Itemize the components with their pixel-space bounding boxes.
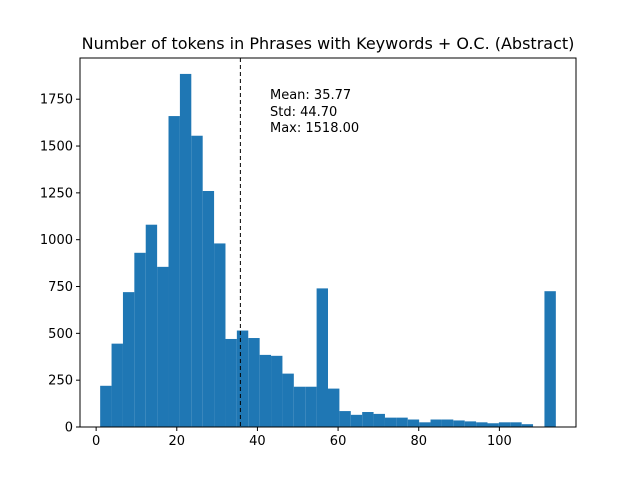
histogram-bar: [236, 330, 249, 427]
histogram-bar: [214, 243, 226, 427]
x-tick-label: 60: [330, 434, 347, 449]
y-tick-label: 1000: [40, 233, 73, 248]
x-tick-label: 20: [169, 434, 186, 449]
x-tick-label: 0: [92, 434, 100, 449]
histogram-bar: [293, 386, 306, 427]
stats-annotation: Mean: 35.77 Std: 44.70 Max: 1518.00: [270, 88, 359, 136]
histogram-bar: [259, 354, 272, 427]
histogram-bar: [350, 414, 363, 427]
histogram-bar: [145, 224, 158, 427]
x-tick-label: 100: [487, 434, 512, 449]
y-tick-label: 500: [48, 327, 73, 342]
histogram-bar: [510, 422, 522, 427]
histogram-bar: [225, 338, 237, 427]
histogram-bar: [419, 422, 431, 427]
histogram-bar: [122, 292, 135, 427]
histogram-bar: [498, 422, 511, 427]
histogram-bar: [339, 411, 351, 427]
x-tick-label: 80: [410, 434, 427, 449]
histogram-bar: [453, 420, 465, 427]
histogram-bar: [179, 73, 192, 427]
y-tick-label: 1750: [40, 93, 73, 108]
histogram-bar: [134, 252, 146, 427]
y-tick-label: 250: [48, 374, 73, 389]
annotation-max: Max: 1518.00: [270, 121, 359, 136]
histogram-bar: [202, 190, 215, 427]
histogram-bar: [464, 421, 477, 427]
histogram-bar: [487, 423, 499, 427]
y-tick-label: 1250: [40, 186, 73, 201]
histogram-bar: [248, 338, 260, 427]
y-tick-label: 750: [48, 280, 73, 295]
histogram-bar: [544, 291, 556, 427]
histogram-bar: [328, 388, 340, 427]
histogram-bar: [373, 413, 385, 427]
y-tick-label: 0: [65, 421, 73, 436]
histogram-bar: [191, 135, 203, 427]
histogram-bar: [111, 343, 123, 427]
histogram-bar: [407, 419, 420, 427]
histogram-bar: [396, 417, 408, 427]
histogram-bar: [100, 385, 112, 427]
histogram-bar: [168, 116, 180, 428]
bars-group: [100, 73, 556, 428]
histogram-bar: [305, 386, 317, 427]
annotation-mean: Mean: 35.77: [270, 88, 351, 103]
histogram-bar: [441, 419, 454, 427]
histogram-bar: [384, 417, 397, 427]
annotation-std: Std: 44.70: [270, 105, 337, 120]
chart-title: Number of tokens in Phrases with Keyword…: [82, 34, 575, 53]
histogram-bar: [316, 288, 328, 427]
y-tick-label: 1500: [40, 140, 73, 155]
histogram-bar: [157, 266, 169, 427]
plot-frame: [79, 57, 577, 428]
histogram-bar: [271, 355, 283, 427]
histogram-bar: [282, 373, 294, 427]
histogram-bar: [362, 412, 374, 427]
x-tick-label: 40: [249, 434, 266, 449]
histogram-bar: [476, 422, 488, 427]
histogram-bar: [521, 424, 534, 427]
histogram-bar: [430, 419, 442, 427]
